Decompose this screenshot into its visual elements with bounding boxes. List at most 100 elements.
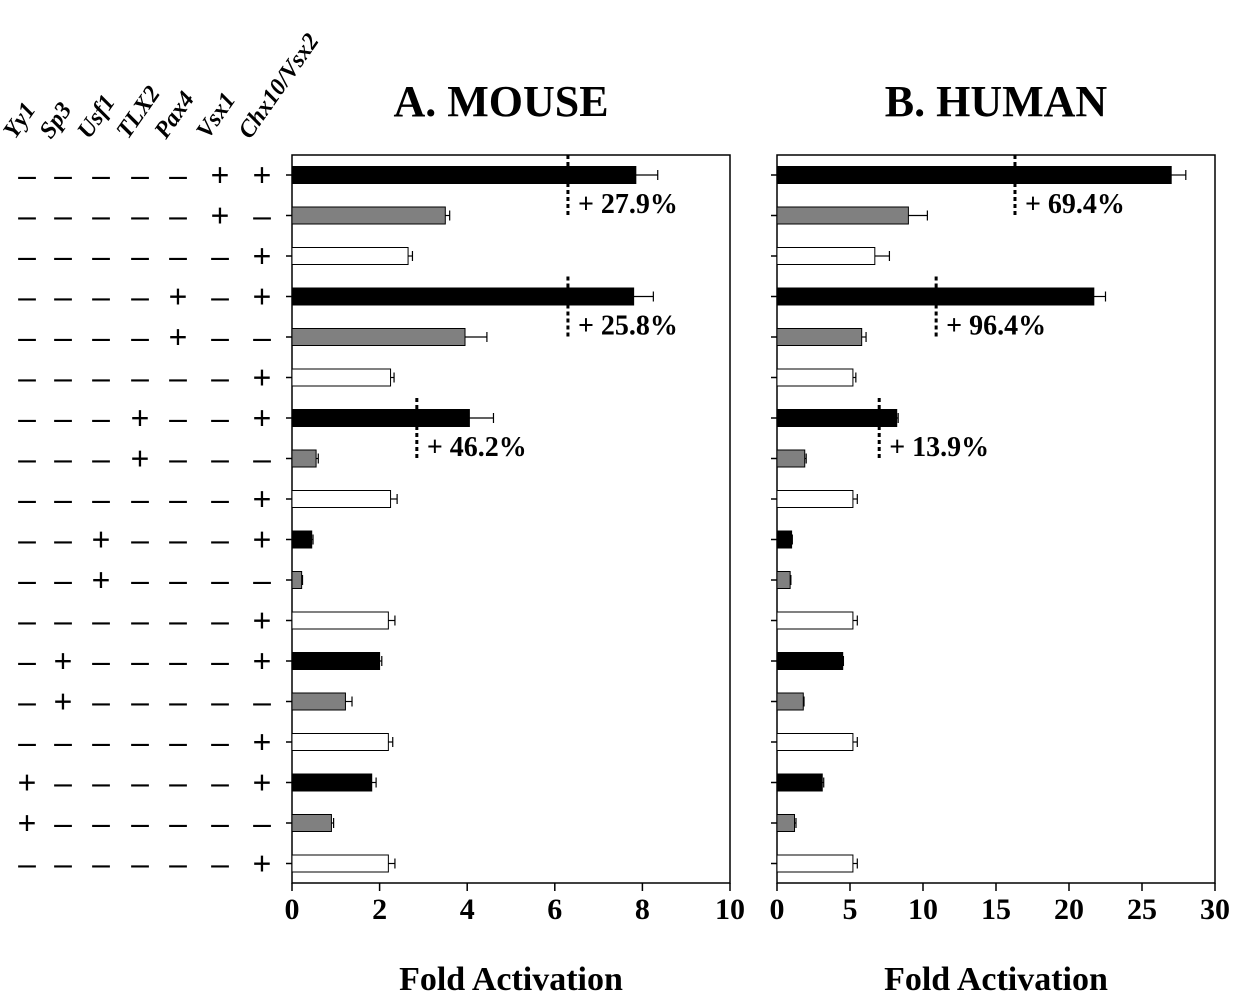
panel-mouse: A. MOUSE 0 2 4 6 8 10 Fold Activation + 27.9% + 2… <box>285 77 746 998</box>
minus-sign: – <box>211 279 229 315</box>
x-tick-label: 6 <box>547 893 562 926</box>
bar <box>776 814 796 832</box>
minus-sign: – <box>211 522 229 558</box>
minus-sign: – <box>131 481 149 517</box>
minus-sign: – <box>54 279 72 315</box>
minus-sign: – <box>54 522 72 558</box>
bar <box>776 733 854 751</box>
minus-sign: – <box>92 643 110 679</box>
minus-sign: – <box>211 481 229 517</box>
panel-human: B. HUMAN 0 5 10 15 20 25 30 Fold Activation + 69.… <box>770 77 1231 998</box>
minus-sign: – <box>169 643 187 679</box>
x-tick-label: 20 <box>1054 893 1084 926</box>
bar <box>291 814 332 832</box>
minus-sign: – <box>18 724 36 760</box>
minus-sign: – <box>211 603 229 639</box>
plus-sign: + <box>92 522 111 558</box>
minus-sign: – <box>54 603 72 639</box>
bar <box>291 247 409 265</box>
minus-sign: – <box>131 846 149 882</box>
minus-sign: – <box>18 684 36 720</box>
x-tick-label: 10 <box>908 893 938 926</box>
bar <box>776 854 854 873</box>
bar <box>776 571 791 589</box>
minus-sign: – <box>211 765 229 801</box>
bar <box>291 571 303 589</box>
x-tick-label: 30 <box>1200 893 1230 926</box>
minus-sign: – <box>18 846 36 882</box>
minus-sign: – <box>211 846 229 882</box>
x-tick-label: 0 <box>770 893 785 926</box>
bar <box>291 773 373 792</box>
minus-sign: – <box>211 562 229 598</box>
bar <box>776 206 909 225</box>
x-tick-label: 25 <box>1127 893 1157 926</box>
minus-sign: – <box>211 238 229 274</box>
x-axis-label: Fold Activation <box>884 961 1108 998</box>
minus-sign: – <box>131 643 149 679</box>
minus-sign: – <box>92 360 110 396</box>
minus-sign: – <box>92 481 110 517</box>
minus-sign: – <box>54 846 72 882</box>
minus-sign: – <box>253 441 271 477</box>
plus-sign: + <box>253 765 272 801</box>
minus-sign: – <box>169 846 187 882</box>
minus-sign: – <box>18 562 36 598</box>
plus-sign: + <box>253 724 272 760</box>
minus-sign: – <box>211 684 229 720</box>
minus-sign: – <box>211 805 229 841</box>
minus-sign: – <box>54 441 72 477</box>
minus-sign: – <box>54 360 72 396</box>
minus-sign: – <box>92 319 110 355</box>
annotation-label: + 27.9% <box>578 189 678 220</box>
minus-sign: – <box>131 522 149 558</box>
minus-sign: – <box>92 238 110 274</box>
minus-sign: – <box>54 157 72 193</box>
minus-sign: – <box>18 238 36 274</box>
minus-sign: – <box>54 238 72 274</box>
plus-sign: + <box>131 441 150 477</box>
plus-sign: + <box>169 279 188 315</box>
bar <box>291 328 466 346</box>
bar <box>776 490 854 508</box>
minus-sign: – <box>211 319 229 355</box>
factor-label-yy1: Yy1 <box>0 98 41 143</box>
minus-sign: – <box>54 198 72 234</box>
minus-sign: – <box>169 481 187 517</box>
minus-sign: – <box>92 846 110 882</box>
minus-sign: – <box>92 805 110 841</box>
minus-sign: – <box>18 319 36 355</box>
minus-sign: – <box>18 643 36 679</box>
x-tick-label: 0 <box>285 893 300 926</box>
bar <box>291 409 470 427</box>
minus-sign: – <box>92 765 110 801</box>
x-tick-label: 8 <box>635 893 650 926</box>
plus-sign: + <box>54 684 73 720</box>
bar <box>776 328 863 346</box>
minus-sign: – <box>131 765 149 801</box>
minus-sign: – <box>253 684 271 720</box>
minus-sign: – <box>211 643 229 679</box>
plus-sign: + <box>131 400 150 436</box>
minus-sign: – <box>253 805 271 841</box>
bar <box>291 449 317 468</box>
plus-sign: + <box>211 198 230 234</box>
x-tick-label: 2 <box>372 893 387 926</box>
minus-sign: – <box>18 481 36 517</box>
minus-sign: – <box>54 724 72 760</box>
minus-sign: – <box>131 279 149 315</box>
bar <box>291 652 381 670</box>
plus-sign: + <box>253 603 272 639</box>
annotation-label: + 96.4% <box>946 311 1046 342</box>
minus-sign: – <box>131 805 149 841</box>
minus-sign: – <box>131 198 149 234</box>
bar <box>776 530 793 549</box>
plus-sign: + <box>253 846 272 882</box>
minus-sign: – <box>169 805 187 841</box>
minus-sign: – <box>18 603 36 639</box>
minus-sign: – <box>211 724 229 760</box>
minus-sign: – <box>131 157 149 193</box>
minus-sign: – <box>18 400 36 436</box>
